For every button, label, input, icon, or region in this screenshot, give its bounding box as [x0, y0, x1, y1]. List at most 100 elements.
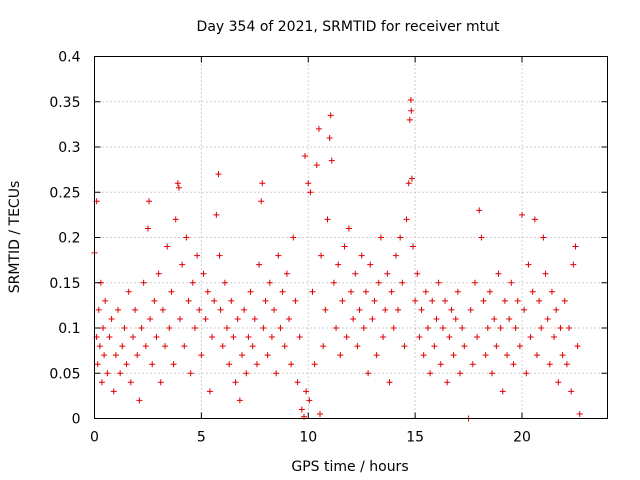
data-point	[405, 180, 412, 187]
data-point	[497, 325, 504, 331]
data-point	[501, 297, 508, 304]
y-tick-label: 0.25	[49, 185, 80, 201]
data-point	[469, 361, 476, 368]
data-point	[367, 261, 374, 268]
data-point	[281, 343, 288, 350]
data-point	[471, 279, 478, 286]
data-point	[327, 112, 334, 119]
data-point	[326, 134, 333, 141]
data-point	[362, 288, 369, 295]
data-point	[168, 288, 175, 295]
data-point	[106, 334, 113, 341]
data-point	[384, 270, 391, 277]
data-point	[305, 180, 312, 187]
data-point	[142, 343, 149, 350]
data-point	[216, 252, 223, 259]
data-point	[243, 370, 250, 377]
data-point	[187, 370, 194, 377]
data-point	[217, 306, 224, 313]
data-point	[119, 343, 126, 350]
data-point	[238, 352, 245, 359]
data-point	[373, 352, 380, 359]
data-point	[491, 315, 498, 322]
data-point	[446, 334, 453, 341]
data-point	[140, 279, 147, 286]
data-point	[149, 361, 156, 368]
data-point	[388, 288, 395, 295]
data-point	[164, 243, 171, 250]
data-point	[572, 243, 579, 250]
data-point	[134, 352, 141, 359]
data-point	[341, 243, 348, 250]
data-point	[345, 225, 352, 232]
data-point	[512, 325, 519, 331]
data-point	[324, 216, 331, 223]
y-tick-label: 0.05	[49, 366, 80, 382]
data-point	[296, 334, 303, 341]
data-point	[125, 288, 132, 295]
data-point	[356, 306, 363, 313]
data-point	[399, 279, 406, 286]
data-point	[448, 306, 455, 313]
data-point	[121, 325, 128, 331]
data-point	[566, 325, 573, 331]
data-point	[322, 306, 329, 313]
data-point	[548, 288, 555, 295]
data-point	[247, 288, 254, 295]
data-point	[313, 162, 320, 169]
y-tick-label: 0.15	[49, 276, 80, 292]
data-point	[259, 180, 266, 187]
data-point	[406, 116, 413, 123]
data-point	[474, 334, 481, 341]
data-point	[241, 306, 248, 313]
data-point	[175, 184, 182, 191]
data-point	[544, 315, 551, 322]
data-point	[386, 379, 393, 386]
data-point	[286, 315, 293, 322]
data-point	[260, 325, 267, 331]
data-point	[527, 334, 534, 341]
data-point	[484, 325, 491, 331]
data-point	[123, 361, 130, 368]
data-point	[317, 410, 324, 417]
data-point	[343, 334, 350, 341]
data-point	[294, 379, 301, 386]
data-point	[138, 325, 145, 331]
data-point	[574, 343, 581, 350]
data-point	[412, 297, 419, 304]
data-point	[266, 279, 273, 286]
data-point	[224, 325, 231, 331]
data-point	[380, 334, 387, 341]
points-layer	[91, 96, 583, 422]
data-point	[454, 288, 461, 295]
data-point	[420, 352, 427, 359]
data-point	[531, 216, 538, 223]
data-point	[337, 352, 344, 359]
y-tick-label: 0.1	[58, 321, 80, 337]
data-point	[200, 270, 207, 277]
data-point	[348, 288, 354, 295]
data-point	[401, 343, 408, 350]
data-point	[418, 306, 425, 313]
data-point	[320, 343, 327, 350]
data-point	[540, 234, 547, 241]
data-point	[553, 306, 560, 313]
grid-layer	[94, 56, 608, 419]
data-point	[529, 288, 536, 295]
y-tick-label: 0.3	[58, 140, 80, 156]
data-point	[245, 334, 252, 341]
data-point	[568, 388, 575, 395]
data-point	[262, 297, 269, 304]
data-point	[191, 325, 198, 331]
data-point	[279, 288, 286, 295]
data-point	[213, 211, 220, 218]
data-point	[482, 352, 489, 359]
data-point	[110, 388, 117, 395]
data-point	[108, 315, 115, 322]
data-point	[467, 306, 474, 313]
data-point	[328, 157, 335, 164]
data-point	[309, 288, 316, 295]
data-point	[478, 234, 485, 241]
data-point	[559, 352, 566, 359]
